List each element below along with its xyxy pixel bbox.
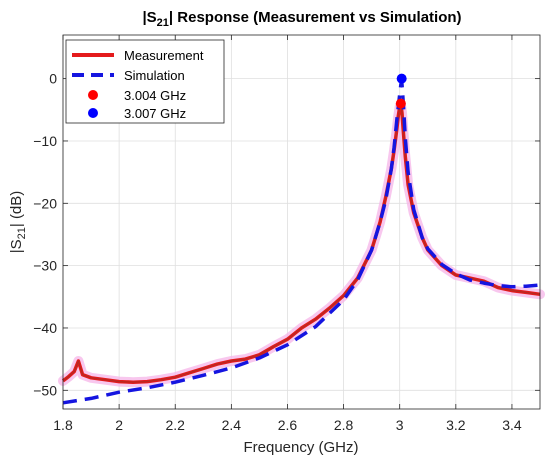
plot-area — [58, 34, 545, 410]
x-tick-label: 2 — [115, 417, 123, 433]
legend-simulation-peak-marker — [88, 108, 98, 118]
y-tick-label: −20 — [33, 195, 57, 211]
x-tick-label: 2.4 — [222, 417, 242, 433]
x-tick-label: 2.2 — [166, 417, 186, 433]
peak-markers — [395, 73, 407, 109]
x-axis-label: Frequency (GHz) — [243, 439, 358, 456]
legend-simulation-peak-label: 3.007 GHz — [124, 106, 186, 121]
x-tick-label: 2.8 — [334, 417, 354, 433]
measurement-peak-marker — [395, 98, 406, 109]
plot-frame — [62, 34, 541, 410]
x-tick-label: 3 — [396, 417, 404, 433]
y-tick-label: −10 — [33, 133, 57, 149]
y-tick-labels: 0 −10 −20 −30 −40 −50 — [33, 71, 57, 399]
chart-title: |S21| Response (Measurement vs Simulatio… — [142, 9, 461, 29]
y-tick-label: 0 — [49, 71, 57, 87]
y-axis-label: |S21| (dB) — [8, 191, 28, 254]
axis-ticks — [62, 35, 540, 409]
x-tick-labels: 1.8 2 2.2 2.4 2.6 2.8 3 3.2 3.4 — [53, 417, 522, 433]
y-tick-label: −40 — [33, 320, 57, 336]
x-tick-label: 3.2 — [446, 417, 466, 433]
x-tick-label: 3.4 — [502, 417, 522, 433]
y-tick-label: −50 — [33, 382, 57, 398]
x-tick-label: 1.8 — [53, 417, 73, 433]
y-tick-label: −30 — [33, 258, 57, 274]
legend-simulation-label: Simulation — [124, 68, 185, 83]
legend-measurement-label: Measurement — [124, 48, 204, 63]
legend: Measurement Simulation 3.004 GHz 3.007 G… — [65, 39, 225, 124]
x-tick-label: 2.6 — [278, 417, 298, 433]
legend-measurement-peak-label: 3.004 GHz — [124, 88, 186, 103]
legend-measurement-peak-marker — [88, 90, 98, 100]
simulation-peak-marker — [396, 73, 407, 84]
